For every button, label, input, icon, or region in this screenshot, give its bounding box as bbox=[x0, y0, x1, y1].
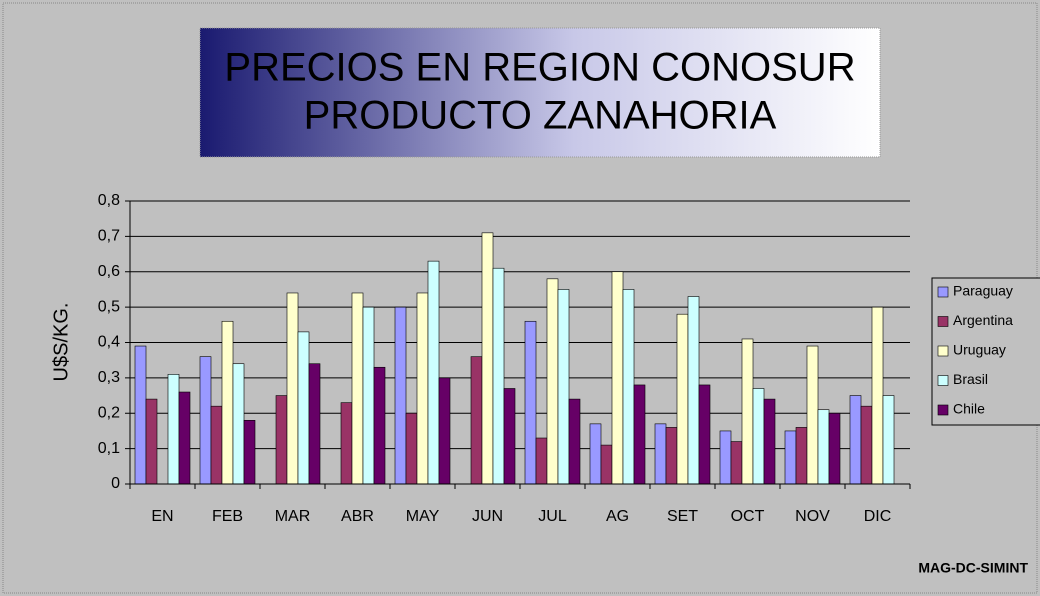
bar bbox=[232, 363, 245, 485]
bar bbox=[470, 356, 483, 485]
bar bbox=[730, 441, 743, 485]
bar bbox=[882, 395, 895, 485]
bar bbox=[405, 412, 418, 485]
y-tick-label: 0,4 bbox=[98, 334, 120, 351]
bar bbox=[373, 366, 386, 485]
bar bbox=[210, 405, 223, 485]
bar bbox=[719, 430, 732, 485]
bar bbox=[297, 331, 310, 485]
bar bbox=[503, 388, 516, 485]
y-axis-label: U$S/KG. bbox=[50, 303, 72, 382]
bar bbox=[243, 420, 256, 485]
bar bbox=[795, 427, 808, 485]
bar bbox=[860, 405, 873, 485]
bar bbox=[286, 292, 299, 485]
bar bbox=[622, 289, 635, 485]
y-tick-label: 0 bbox=[111, 475, 120, 492]
title-box bbox=[199, 27, 881, 158]
bar bbox=[416, 292, 429, 485]
bar bbox=[698, 384, 711, 485]
bar bbox=[600, 444, 613, 485]
legend-label: Uruguay bbox=[953, 342, 1006, 358]
y-tick-label: 0,3 bbox=[98, 369, 120, 386]
bar bbox=[752, 388, 765, 485]
bar bbox=[394, 306, 407, 485]
chart-title: PRODUCTO ZANAHORIA bbox=[304, 94, 777, 138]
bar bbox=[427, 260, 440, 485]
legend-swatch bbox=[937, 316, 949, 327]
bar bbox=[817, 409, 830, 485]
bar bbox=[199, 356, 212, 485]
y-tick-label: 0,1 bbox=[98, 440, 120, 457]
source: MAG-DC-SIMINT bbox=[918, 560, 1028, 576]
bar bbox=[589, 423, 602, 485]
bar bbox=[275, 395, 288, 485]
bar bbox=[134, 345, 147, 485]
bar bbox=[438, 377, 451, 485]
bar bbox=[871, 306, 884, 485]
bar bbox=[481, 232, 494, 485]
x-tick-label: AG bbox=[606, 508, 629, 525]
y-tick-label: 0,5 bbox=[98, 298, 120, 315]
legend-swatch bbox=[937, 404, 949, 416]
legend-swatch bbox=[937, 345, 949, 357]
x-tick-label: MAY bbox=[406, 508, 440, 525]
bar bbox=[611, 271, 624, 485]
x-tick-label: EN bbox=[151, 508, 173, 525]
y-tick-label: 0,2 bbox=[98, 404, 120, 421]
bar bbox=[633, 384, 646, 485]
bar bbox=[687, 296, 700, 485]
x-tick-label: DIC bbox=[864, 508, 892, 525]
legend-swatch bbox=[937, 375, 949, 386]
bar bbox=[665, 427, 678, 485]
bar bbox=[654, 423, 667, 485]
x-tick-label: ABR bbox=[341, 508, 374, 525]
bar bbox=[340, 402, 353, 485]
bar bbox=[535, 437, 548, 485]
chart-title: PRECIOS EN REGION CONOSUR bbox=[224, 46, 855, 90]
bar bbox=[557, 289, 570, 485]
y-tick-label: 0,8 bbox=[98, 192, 120, 209]
legend-box bbox=[931, 277, 1040, 426]
legend-label: Paraguay bbox=[953, 283, 1013, 299]
legend-swatch bbox=[937, 286, 949, 298]
y-tick-label: 0,7 bbox=[98, 228, 120, 245]
bar bbox=[784, 430, 797, 485]
bar bbox=[568, 398, 581, 485]
bar bbox=[763, 398, 776, 485]
x-tick-label: OCT bbox=[731, 508, 765, 525]
bar bbox=[741, 338, 754, 485]
bar bbox=[145, 398, 158, 485]
legend-label: Brasil bbox=[953, 371, 988, 387]
x-tick-label: NOV bbox=[795, 508, 830, 525]
bar bbox=[849, 395, 862, 485]
bar bbox=[806, 345, 819, 485]
bar bbox=[167, 374, 180, 485]
bar bbox=[351, 292, 364, 485]
bar bbox=[178, 391, 191, 485]
legend-label: Argentina bbox=[953, 312, 1013, 328]
bar bbox=[546, 278, 559, 485]
bar bbox=[828, 412, 841, 485]
x-tick-label: MAR bbox=[275, 508, 311, 525]
bar bbox=[221, 320, 234, 485]
x-tick-label: SET bbox=[667, 508, 698, 525]
y-tick-label: 0,6 bbox=[98, 263, 120, 280]
x-tick-label: FEB bbox=[212, 508, 243, 525]
legend-label: Chile bbox=[953, 401, 985, 417]
bar bbox=[492, 267, 505, 485]
x-tick-label: JUN bbox=[472, 508, 503, 525]
bar bbox=[308, 363, 321, 485]
bar bbox=[524, 320, 537, 485]
bar bbox=[362, 306, 375, 485]
bar bbox=[676, 313, 689, 485]
x-tick-label: JUL bbox=[538, 508, 567, 525]
